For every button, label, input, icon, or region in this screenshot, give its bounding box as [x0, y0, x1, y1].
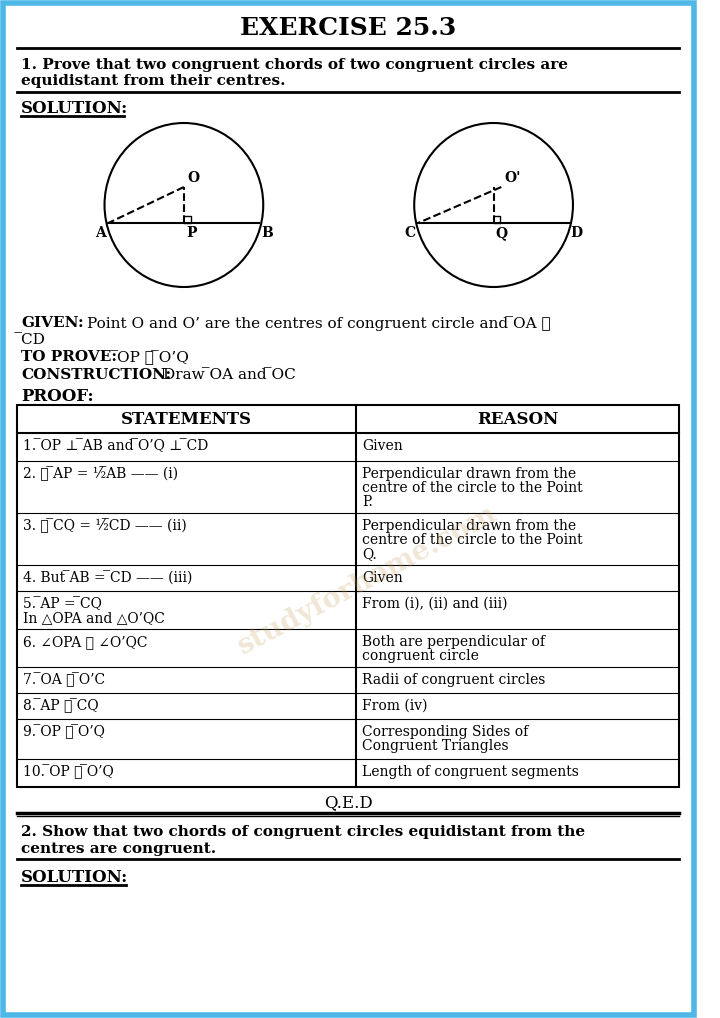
Text: centre of the circle to the Point: centre of the circle to the Point — [362, 533, 582, 547]
Text: In △OPA and △O’QC: In △OPA and △O’QC — [23, 611, 165, 625]
Text: Both are perpendicular of: Both are perpendicular of — [362, 635, 545, 649]
Text: A: A — [95, 226, 106, 240]
Bar — [17, 405, 680, 787]
Text: 3. ∴ ̅CQ = ½̅CD —— (ii): 3. ∴ ̅CQ = ½̅CD —— (ii) — [23, 519, 187, 533]
Text: 7. ̅OA ≅ ̅O’C: 7. ̅OA ≅ ̅O’C — [23, 673, 105, 688]
Text: 4. But ̅AB = ̅CD —— (iii): 4. But ̅AB = ̅CD —— (iii) — [23, 571, 193, 585]
Text: O': O' — [504, 171, 521, 185]
Text: 5. ̅AP = ̅CQ: 5. ̅AP = ̅CQ — [23, 597, 102, 611]
Text: From (iv): From (iv) — [362, 699, 428, 713]
Text: SOLUTION:: SOLUTION: — [22, 869, 129, 886]
Text: 9. ̅OP ≅ ̅O’Q: 9. ̅OP ≅ ̅O’Q — [23, 725, 105, 740]
Text: equidistant from their centres.: equidistant from their centres. — [22, 74, 286, 88]
Text: 8. ̅AP ≅ ̅CQ: 8. ̅AP ≅ ̅CQ — [23, 699, 99, 714]
Text: D: D — [571, 226, 583, 240]
Text: studyforhome.com: studyforhome.com — [233, 500, 502, 660]
Text: ̅CD: ̅CD — [22, 333, 45, 347]
Text: 10. ̅OP ≅ ̅O’Q: 10. ̅OP ≅ ̅O’Q — [23, 765, 114, 780]
Text: Given: Given — [362, 571, 402, 585]
Text: 2. ∴ ̅AP = ½̅AB —— (i): 2. ∴ ̅AP = ½̅AB —— (i) — [23, 467, 179, 482]
Text: 2. Show that two chords of congruent circles equidistant from the: 2. Show that two chords of congruent cir… — [22, 825, 585, 839]
Text: REASON: REASON — [477, 410, 559, 428]
Text: congruent circle: congruent circle — [362, 649, 479, 663]
Text: TO PROVE:: TO PROVE: — [22, 350, 117, 364]
Text: 1. Prove that two congruent chords of two congruent circles are: 1. Prove that two congruent chords of tw… — [22, 58, 568, 72]
Text: Corresponding Sides of: Corresponding Sides of — [362, 725, 528, 739]
Text: STATEMENTS: STATEMENTS — [121, 410, 252, 428]
Text: Congruent Triangles: Congruent Triangles — [362, 739, 508, 753]
Text: 1. ̅OP ⊥ ̅AB and ̅O’Q ⊥ ̅CD: 1. ̅OP ⊥ ̅AB and ̅O’Q ⊥ ̅CD — [23, 439, 209, 453]
Text: ̅OP ≅ ̅O’Q: ̅OP ≅ ̅O’Q — [118, 350, 190, 364]
Text: CONSTRUCTION:: CONSTRUCTION: — [22, 367, 171, 382]
Text: Perpendicular drawn from the: Perpendicular drawn from the — [362, 467, 576, 480]
Text: Draw ̅OA and ̅OC: Draw ̅OA and ̅OC — [163, 367, 295, 382]
Text: 6. ∠OPA ≅ ∠O’QC: 6. ∠OPA ≅ ∠O’QC — [23, 635, 148, 649]
Text: PROOF:: PROOF: — [22, 388, 94, 405]
Text: Q.E.D: Q.E.D — [324, 794, 373, 811]
Text: B: B — [261, 226, 273, 240]
Text: Given: Given — [362, 439, 402, 453]
Text: P.: P. — [362, 495, 373, 509]
Text: Perpendicular drawn from the: Perpendicular drawn from the — [362, 519, 576, 533]
Text: P: P — [186, 226, 197, 240]
Text: Length of congruent segments: Length of congruent segments — [362, 765, 579, 779]
Text: Point O and O’ are the centres of congruent circle and ̅OA ≅: Point O and O’ are the centres of congru… — [87, 316, 551, 331]
Text: From (i), (ii) and (iii): From (i), (ii) and (iii) — [362, 597, 508, 611]
Text: Q: Q — [495, 226, 508, 240]
Text: Q.: Q. — [362, 547, 377, 561]
Text: SOLUTION:: SOLUTION: — [22, 100, 129, 117]
Text: Radii of congruent circles: Radii of congruent circles — [362, 673, 545, 687]
Text: O: O — [188, 171, 200, 185]
Text: GIVEN:: GIVEN: — [22, 316, 84, 330]
Text: centre of the circle to the Point: centre of the circle to the Point — [362, 480, 582, 495]
Text: centres are congruent.: centres are congruent. — [22, 842, 217, 856]
Text: C: C — [405, 226, 416, 240]
Text: EXERCISE 25.3: EXERCISE 25.3 — [240, 16, 456, 40]
